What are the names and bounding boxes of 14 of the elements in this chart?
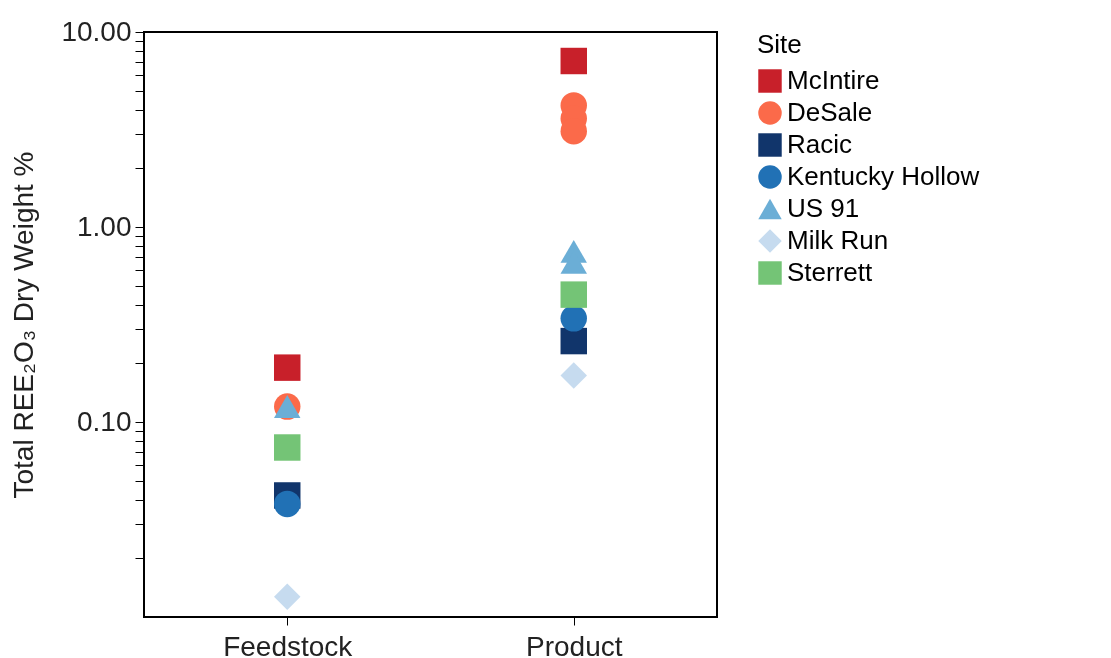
y-tick-label: 1.00 <box>77 210 132 242</box>
legend-title: Site <box>757 29 802 59</box>
x-tick-label: Feedstock <box>223 630 354 658</box>
x-tick-label: Product <box>526 630 623 658</box>
legend-label: McIntire <box>787 65 880 95</box>
legend-label: US 91 <box>787 193 860 223</box>
legend-label: Racic <box>787 129 853 159</box>
legend-label: Sterrett <box>787 257 874 287</box>
y-axis-title: Total REE₂O₃ Dry Weight % <box>8 151 40 499</box>
y-tick-label: 10.00 <box>61 15 132 47</box>
legend-label: DeSale <box>787 97 873 127</box>
legend-label: Milk Run <box>787 225 889 255</box>
y-tick-label: 0.10 <box>77 405 132 437</box>
legend-label: Kentucky Hollow <box>787 161 980 191</box>
